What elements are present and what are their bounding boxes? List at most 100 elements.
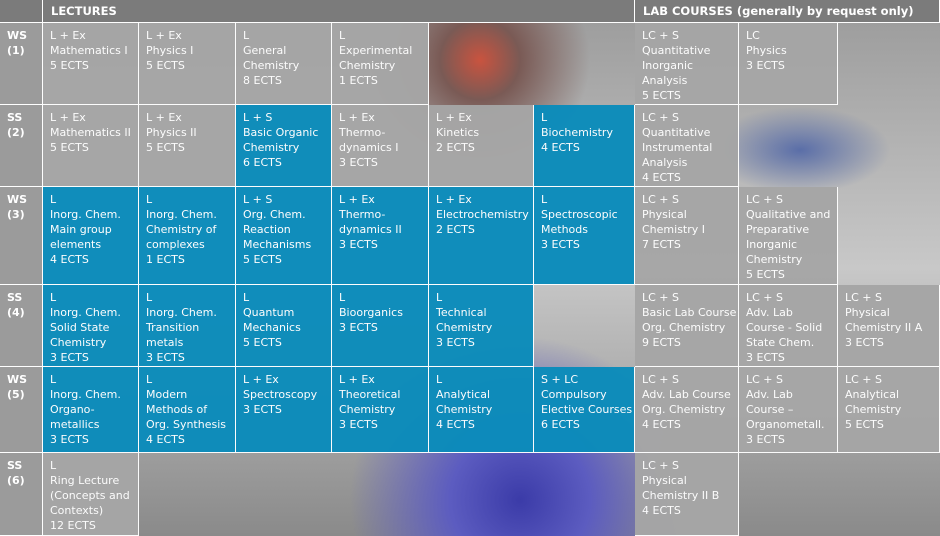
cell-line: (4) <box>7 306 25 319</box>
cell-line: L <box>50 291 57 304</box>
cell-line: 3 ECTS <box>339 418 378 431</box>
semester-label: WS (1) <box>0 23 43 105</box>
cell-line: L <box>541 193 548 206</box>
cell-line: L + Ex <box>339 373 375 386</box>
labs-header: LAB COURSES (generally by request only) <box>635 0 940 23</box>
course-cell: LC Physics 3 ECTS <box>739 23 838 105</box>
cell-line: 3 ECTS <box>746 351 785 364</box>
cell-line: 3 ECTS <box>243 403 282 416</box>
cell-line: State Chem. <box>746 336 815 349</box>
cell-line: 6 ECTS <box>243 156 282 169</box>
cell-line: Chemistry <box>436 321 493 334</box>
cell-line: LC + S <box>746 193 784 206</box>
cell-line: L <box>243 291 250 304</box>
cell-line: Chemistry II B <box>642 489 720 502</box>
course-cell: L Inorg. Chem. Transition metals 3 ECTS <box>139 285 236 367</box>
course-cell: L + Ex Kinetics 2 ECTS <box>429 105 534 187</box>
cell-line: Modern <box>146 388 188 401</box>
cell-line: L <box>541 111 548 124</box>
course-cell: L + Ex Mathematics I 5 ECTS <box>43 23 139 105</box>
cell-line: (Concepts and <box>50 489 130 502</box>
course-cell: LC + S Adv. Lab Course – Organometall. 3 ECT… <box>739 367 838 453</box>
cell-line: Chemistry II A <box>845 321 923 334</box>
cell-line: Technical <box>436 306 487 319</box>
cell-line: LC + S <box>746 373 784 386</box>
cell-line: WS <box>7 373 28 386</box>
course-cell: L + S Org. Chem. Reaction Mechanisms 5 ECTS <box>236 187 332 285</box>
cell-line: L <box>146 373 153 386</box>
cell-line: 1 ECTS <box>339 74 378 87</box>
lectures-header: LECTURES <box>43 0 635 23</box>
cell-line: L + Ex <box>50 111 86 124</box>
course-cell: LC + S Quantitative Inorganic Analysis 5 ECT… <box>635 23 739 105</box>
cell-line: WS <box>7 29 28 42</box>
semester-label: SS (2) <box>0 105 43 187</box>
cell-line: Chemistry <box>339 59 396 72</box>
course-cell: LC + S Physical Chemistry I 7 ECTS <box>635 187 739 285</box>
cell-line: Qualitative and <box>746 208 831 221</box>
cell-line: Chemistry of <box>146 223 217 236</box>
cell-line: Preparative <box>746 223 810 236</box>
cell-line: L + Ex <box>146 29 182 42</box>
cell-line: 2 ECTS <box>436 141 475 154</box>
cell-line: Course - Solid <box>746 321 823 334</box>
cell-line: Adv. Lab Course <box>642 388 731 401</box>
cell-line: Analysis <box>642 156 688 169</box>
cell-line: Instrumental <box>642 141 713 154</box>
cell-line: S + LC <box>541 373 579 386</box>
cell-line: Main group <box>50 223 112 236</box>
cell-line: L <box>50 459 57 472</box>
cell-line: Methods of <box>146 403 208 416</box>
cell-line: Physics II <box>146 126 197 139</box>
course-cell: L + Ex Physics I 5 ECTS <box>139 23 236 105</box>
cell-line: elements <box>50 238 102 251</box>
course-cell: L Technical Chemistry 3 ECTS <box>429 285 534 367</box>
cell-line: complexes <box>146 238 205 251</box>
cell-line: Spectroscopic <box>541 208 618 221</box>
cell-line: Contexts) <box>50 504 104 517</box>
cell-line: Adv. Lab <box>746 388 793 401</box>
cell-line: Inorg. Chem. <box>146 306 217 319</box>
cell-line: Kinetics <box>436 126 480 139</box>
cell-line: General <box>243 44 287 57</box>
cell-line: Basic Organic <box>243 126 319 139</box>
cell-line: Analysis <box>642 74 688 87</box>
cell-line: 12 ECTS <box>50 519 96 532</box>
cell-line: Chemistry <box>243 141 300 154</box>
cell-line: Basic Lab Course <box>642 306 737 319</box>
corner-header <box>0 0 43 23</box>
cell-line: L + Ex <box>339 193 375 206</box>
course-cell: LC + S Physical Chemistry II B 4 ECTS <box>635 453 739 536</box>
cell-line: 5 ECTS <box>50 141 89 154</box>
semester-label: WS (3) <box>0 187 43 285</box>
course-cell: LC + S Adv. Lab Course Org. Chemistry 4 ECT… <box>635 367 739 453</box>
cell-line: 1 ECTS <box>146 253 185 266</box>
cell-line: 3 ECTS <box>746 59 785 72</box>
cell-line: Org. Chem. <box>243 208 306 221</box>
cell-line: LC + S <box>642 291 680 304</box>
cell-line: L <box>146 193 153 206</box>
cell-line: L <box>50 373 57 386</box>
cell-line: Electrochemistry <box>436 208 529 221</box>
cell-line: Ring Lecture <box>50 474 120 487</box>
cell-line: Theoretical <box>339 388 401 401</box>
cell-line: L <box>243 29 250 42</box>
cell-line: L <box>339 291 346 304</box>
cell-line: L <box>339 29 346 42</box>
course-cell: L + Ex Spectroscopy 3 ECTS <box>236 367 332 453</box>
cell-line: Org. Chemistry <box>642 321 726 334</box>
cell-line: Inorg. Chem. <box>146 208 217 221</box>
cell-line: Chemistry <box>746 253 803 266</box>
cell-line: Inorganic <box>642 59 694 72</box>
cell-line: LC + S <box>642 29 680 42</box>
cell-line: Transition <box>146 321 200 334</box>
course-cell: L Biochemistry 4 ECTS <box>534 105 635 187</box>
cell-line: 5 ECTS <box>146 59 185 72</box>
cell-line: 4 ECTS <box>541 141 580 154</box>
cell-line: (5) <box>7 388 25 401</box>
cell-line: Mechanics <box>243 321 301 334</box>
cell-line: Compulsory <box>541 388 607 401</box>
cell-line: Organo- <box>50 403 95 416</box>
cell-line: L + Ex <box>436 193 472 206</box>
